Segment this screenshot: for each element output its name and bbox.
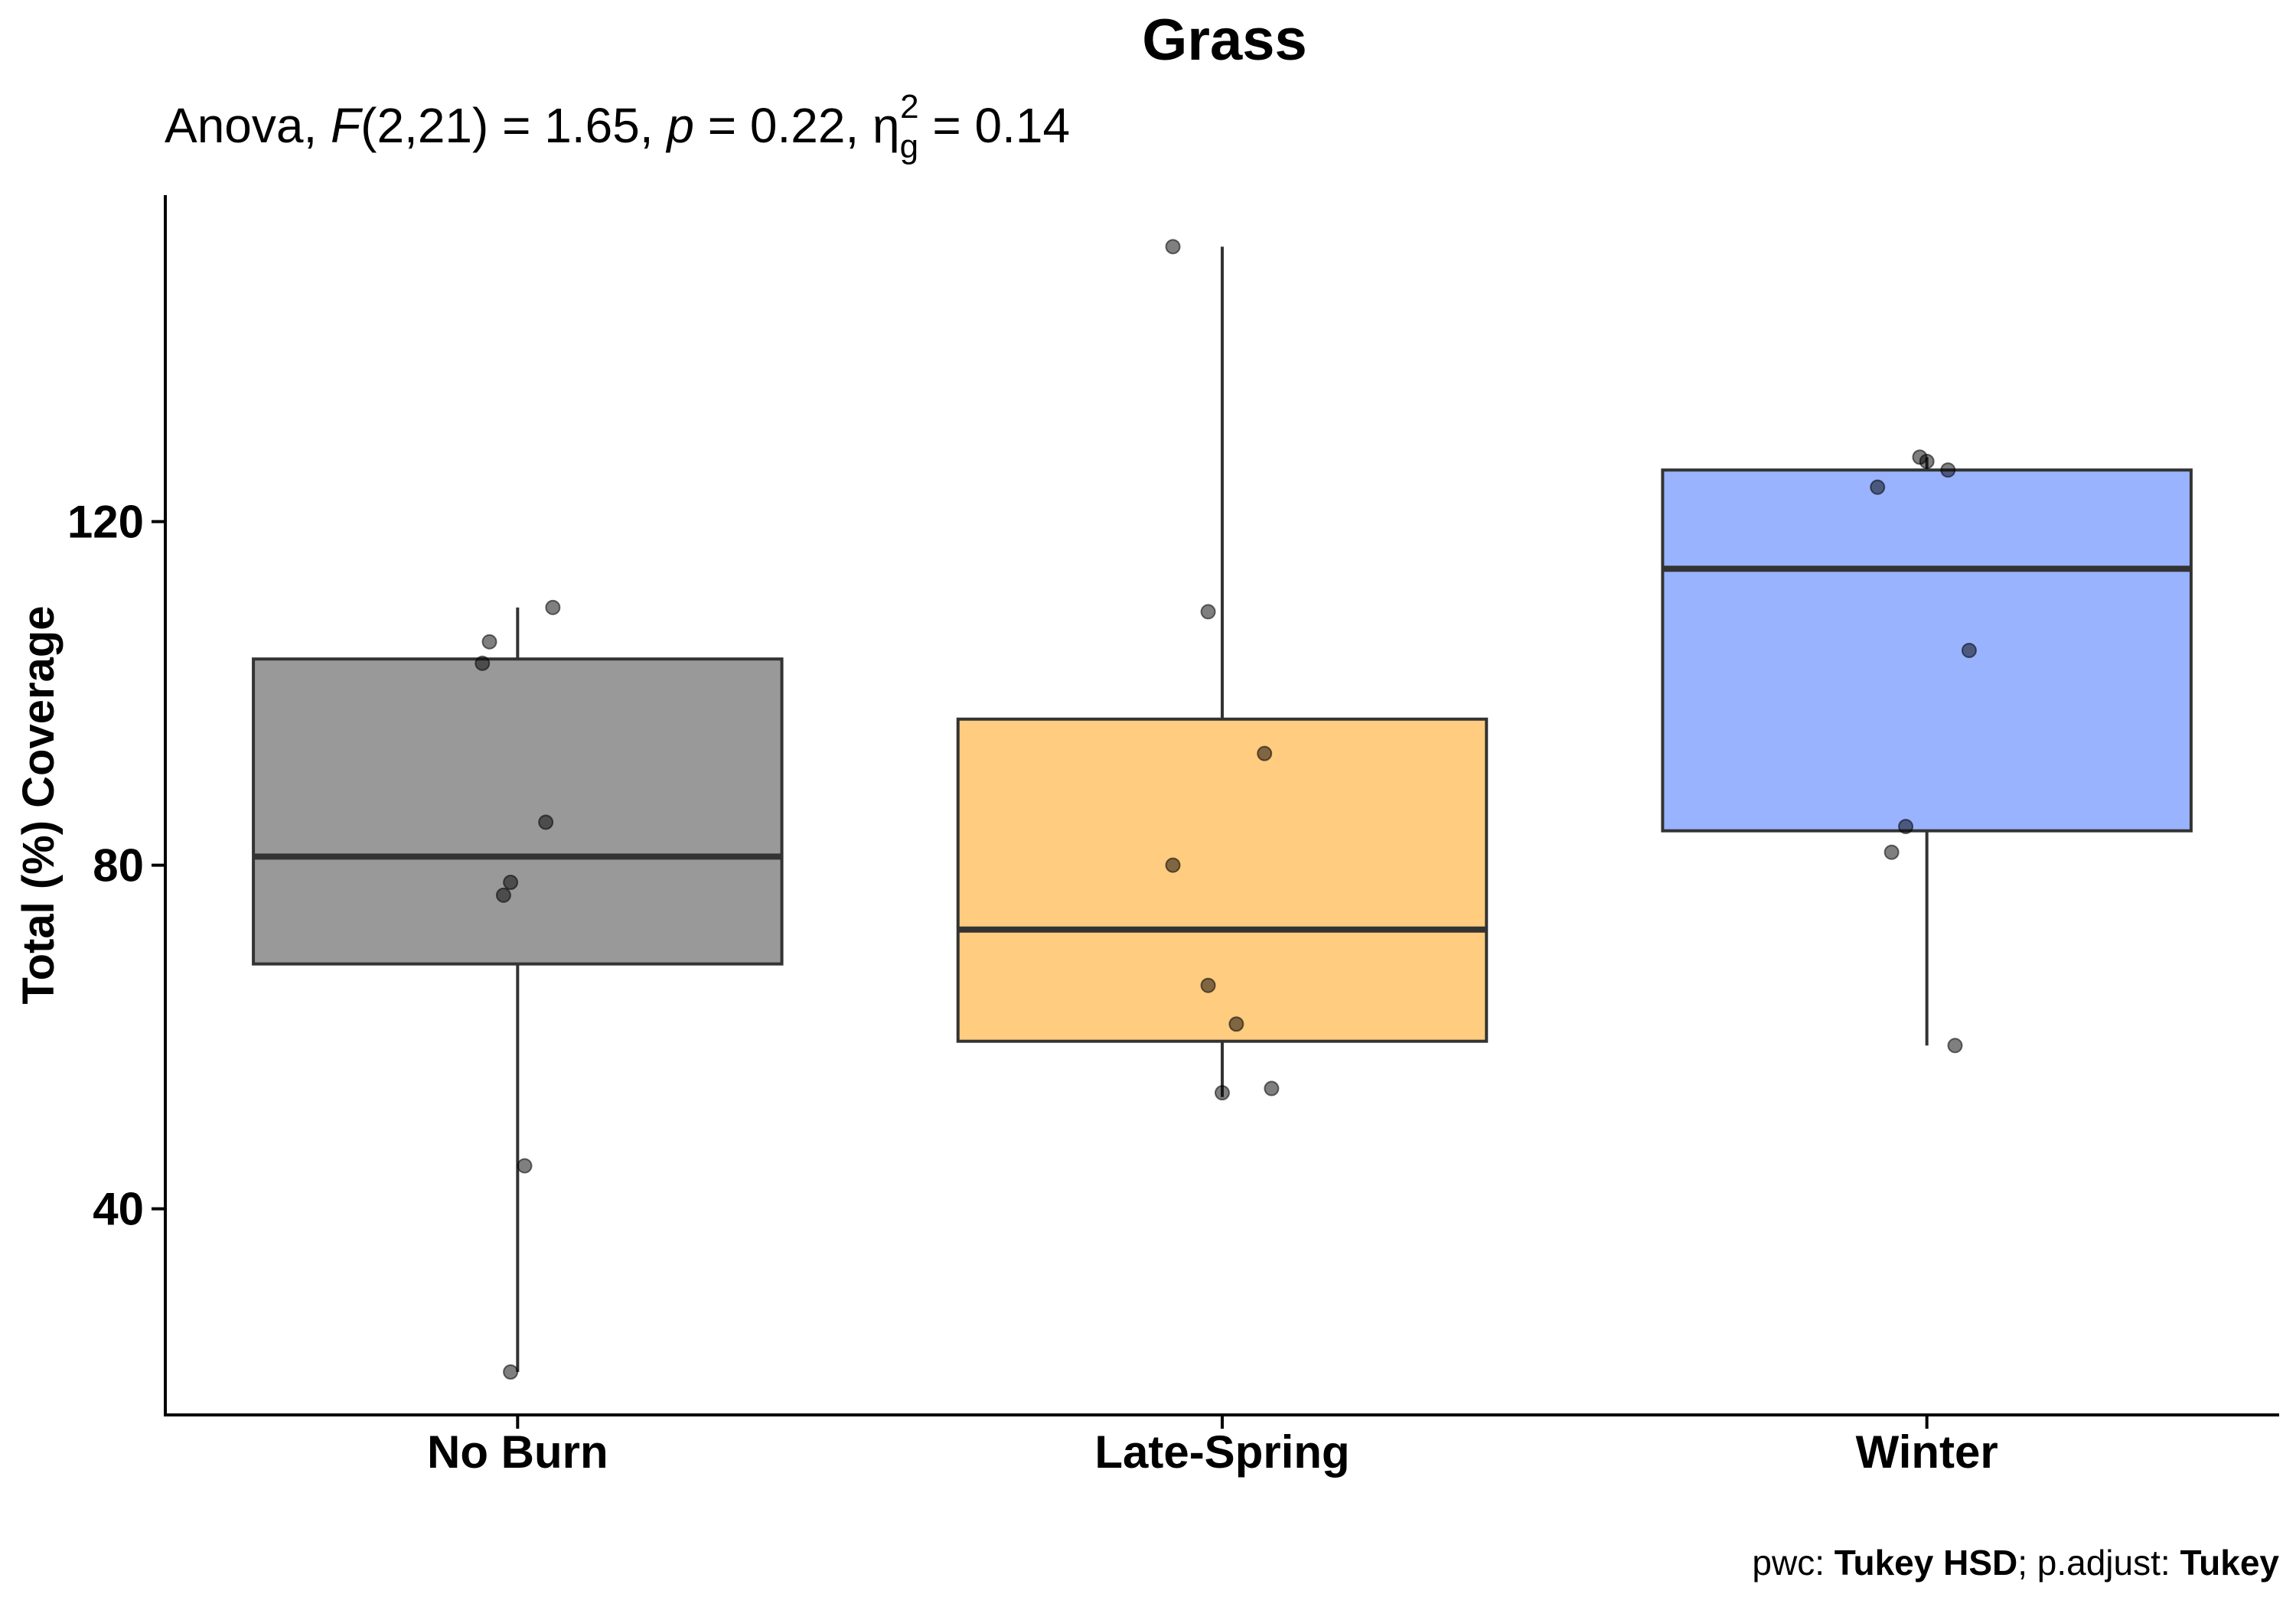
box-group-winter <box>1661 449 2193 1054</box>
data-point-no-burn-6 <box>495 887 511 903</box>
data-point-winter-7 <box>1883 844 1900 860</box>
caption-adjust-value: Tukey <box>2180 1543 2279 1583</box>
y-tick-label-40: 40 <box>93 1184 144 1235</box>
data-point-late-spring-3 <box>1257 745 1273 761</box>
box-no-burn <box>252 657 784 966</box>
data-point-winter-5 <box>1961 642 1977 658</box>
chart-subtitle: Anova, F(2,21) = 1.65, p = 0.22, ηg2 = 0… <box>165 88 1070 165</box>
x-tick-label-winter: Winter <box>1856 1426 1998 1478</box>
chart-caption: pwc: Tukey HSD; p.adjust: Tukey <box>1752 1543 2279 1583</box>
chart-title: Grass <box>1142 8 1307 73</box>
subtitle-f-symbol: F <box>331 98 364 153</box>
data-point-late-spring-1 <box>1165 239 1181 255</box>
x-tick-label-no-burn: No Burn <box>427 1426 608 1478</box>
data-point-winter-4 <box>1870 479 1886 495</box>
data-point-late-spring-8 <box>1215 1085 1230 1101</box>
box-winter <box>1661 468 2193 833</box>
plot-area <box>252 239 2193 1380</box>
subtitle-eta-sup: 2 <box>900 88 918 125</box>
subtitle-test: Anova, <box>165 98 331 153</box>
data-point-no-burn-2 <box>481 634 497 650</box>
x-axis-ticks: No Burn Late-Spring Winter <box>427 1415 1998 1478</box>
caption-pwc-label: pwc: <box>1752 1543 1834 1583</box>
data-point-late-spring-5 <box>1200 977 1216 993</box>
box-late-spring <box>956 717 1489 1043</box>
data-point-no-burn-3 <box>475 655 491 671</box>
y-tick-label-80: 80 <box>93 840 144 892</box>
x-tick-label-late-spring: Late-Spring <box>1094 1426 1349 1478</box>
data-point-no-burn-1 <box>545 599 561 615</box>
subtitle-f-args: (2,21) = 1.65, <box>360 98 667 153</box>
subtitle-p-symbol: p <box>665 98 694 153</box>
data-point-no-burn-8 <box>503 1364 519 1380</box>
subtitle-eta-value: = 0.14 <box>919 98 1071 153</box>
data-point-late-spring-2 <box>1200 604 1216 620</box>
subtitle-eta-symbol: η <box>872 98 900 153</box>
data-point-no-burn-4 <box>538 814 554 830</box>
y-axis-label: Total (%) Coverage <box>14 605 64 1004</box>
y-tick-label-120: 120 <box>67 497 144 548</box>
data-point-no-burn-7 <box>517 1158 533 1174</box>
data-point-winter-6 <box>1898 819 1914 835</box>
data-point-winter-8 <box>1947 1038 1963 1054</box>
data-point-winter-3 <box>1940 462 1956 478</box>
data-point-late-spring-6 <box>1228 1016 1244 1032</box>
box-group-no-burn <box>252 599 784 1380</box>
data-point-late-spring-4 <box>1165 857 1181 873</box>
subtitle-p-value: = 0.22, <box>694 98 872 153</box>
data-point-late-spring-7 <box>1264 1081 1280 1097</box>
caption-pwc-value: Tukey HSD <box>1835 1543 2017 1583</box>
box-group-late-spring <box>956 239 1489 1101</box>
data-point-no-burn-5 <box>503 875 519 891</box>
y-axis-ticks: 40 80 120 <box>67 497 165 1235</box>
caption-sep: ; p.adjust: <box>2017 1543 2180 1583</box>
data-point-winter-2 <box>1919 453 1935 469</box>
subtitle-eta-sub: g <box>900 128 918 165</box>
